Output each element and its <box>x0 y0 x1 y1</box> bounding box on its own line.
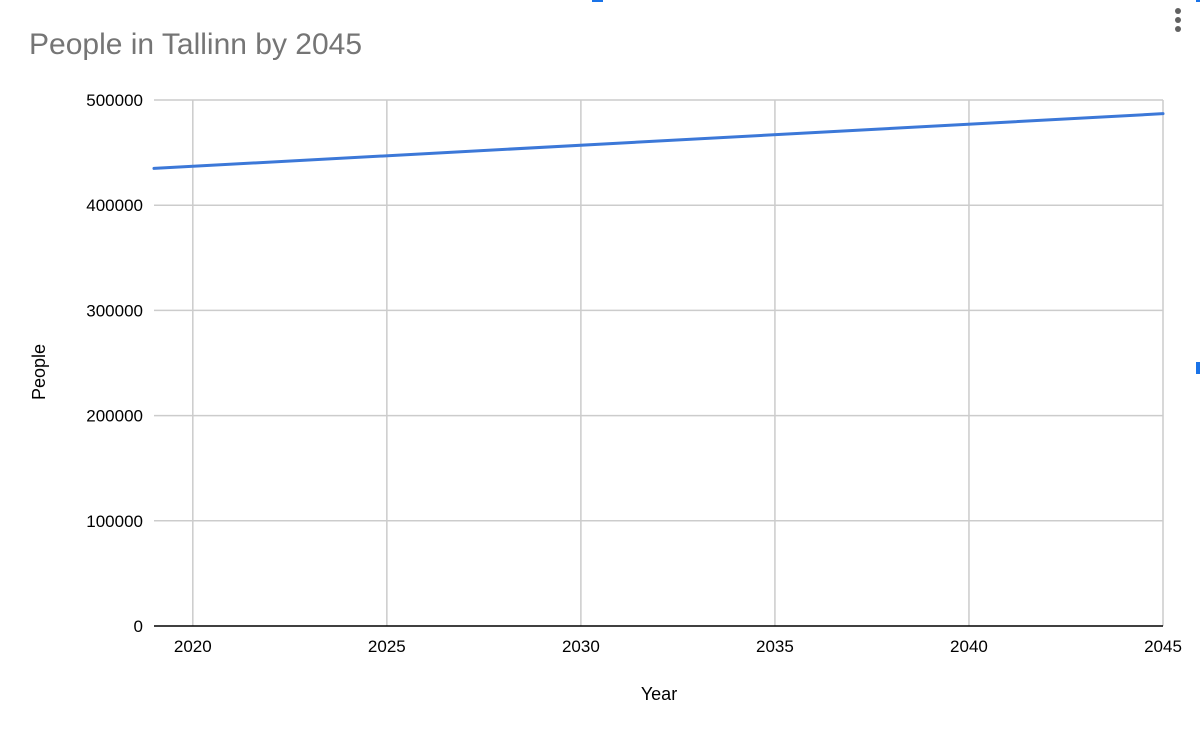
x-tick-label: 2040 <box>950 637 988 656</box>
y-tick-label: 0 <box>134 617 143 636</box>
resize-handle-right[interactable] <box>1196 362 1200 374</box>
grid-lines <box>154 99 1164 626</box>
chart-title: People in Tallinn by 2045 <box>29 28 363 61</box>
y-tick-label: 400000 <box>86 196 143 215</box>
y-tick-label: 100000 <box>86 512 143 531</box>
x-tick-label: 2020 <box>174 637 212 656</box>
x-tick-label: 2035 <box>756 637 794 656</box>
series-line[interactable] <box>152 112 1165 170</box>
axis-labels: Year People 0 100000 200000 300000 400000 500… <box>29 91 1182 704</box>
x-tick-label: 2030 <box>562 637 600 656</box>
y-tick-label: 300000 <box>86 301 143 320</box>
more-vert-icon[interactable] <box>1172 8 1184 36</box>
y-axis-title: People <box>29 344 49 400</box>
y-tick-label: 200000 <box>86 407 143 426</box>
x-axis-title: Year <box>641 684 677 704</box>
series-layer <box>152 112 1165 170</box>
resize-handle-top[interactable] <box>592 0 603 2</box>
x-tick-label: 2025 <box>368 637 406 656</box>
resize-handle-corner[interactable] <box>1196 0 1200 2</box>
y-tick-label: 500000 <box>86 91 143 110</box>
x-tick-label: 2045 <box>1144 637 1182 656</box>
